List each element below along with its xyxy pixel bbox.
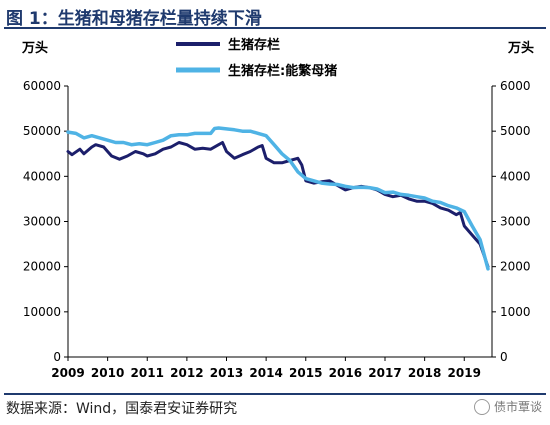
left-tick-label: 0 (53, 350, 61, 364)
footer-rule (4, 393, 546, 395)
right-tick-label: 6000 (500, 79, 531, 93)
x-tick-label: 2010 (91, 366, 124, 380)
x-tick-label: 2011 (131, 366, 164, 380)
wechat-icon (473, 398, 490, 415)
series-line-1 (66, 141, 490, 269)
legend-label-1: 生猪存栏 (228, 37, 280, 53)
left-tick-label: 60000 (23, 79, 61, 93)
x-tick-label: 2018 (408, 366, 441, 380)
series-line-2 (66, 126, 490, 271)
left-tick-label: 40000 (23, 169, 61, 183)
right-tick-label: 2000 (500, 260, 531, 274)
left-tick-label: 20000 (23, 260, 61, 274)
right-tick-label: 1000 (500, 305, 531, 319)
x-tick-label: 2009 (51, 366, 84, 380)
x-tick-label: 2012 (170, 366, 203, 380)
x-tick-label: 2013 (210, 366, 243, 380)
right-tick-label: 3000 (500, 215, 531, 229)
line-chart: 0 10000 20000 30000 40000 50000 60000 0 1000 2000… (21, 37, 534, 380)
source-note: 数据来源：Wind，国泰君安证券研究 (6, 401, 238, 417)
watermark: 债市覃谈 (473, 398, 542, 415)
right-tick-label: 0 (500, 350, 508, 364)
watermark-text: 债市覃谈 (493, 400, 542, 414)
title-rule (4, 27, 546, 29)
legend-label-2: 生猪存栏:能繁母猪 (228, 63, 337, 79)
x-tick-label: 2019 (448, 366, 481, 380)
x-tick-label: 2016 (329, 366, 362, 380)
x-tick-label: 2015 (289, 366, 322, 380)
left-tick-label: 30000 (23, 215, 61, 229)
right-axis-unit: 万头 (507, 40, 534, 56)
left-tick-label: 10000 (23, 305, 61, 319)
right-tick-label: 4000 (500, 169, 531, 183)
x-tick-label: 2017 (368, 366, 401, 380)
right-tick-label: 5000 (500, 124, 531, 138)
x-tick-label: 2014 (249, 366, 282, 380)
left-tick-label: 50000 (23, 124, 61, 138)
figure-title: 图 1：生猪和母猪存栏量持续下滑 (6, 9, 262, 29)
left-axis-unit: 万头 (21, 40, 48, 56)
